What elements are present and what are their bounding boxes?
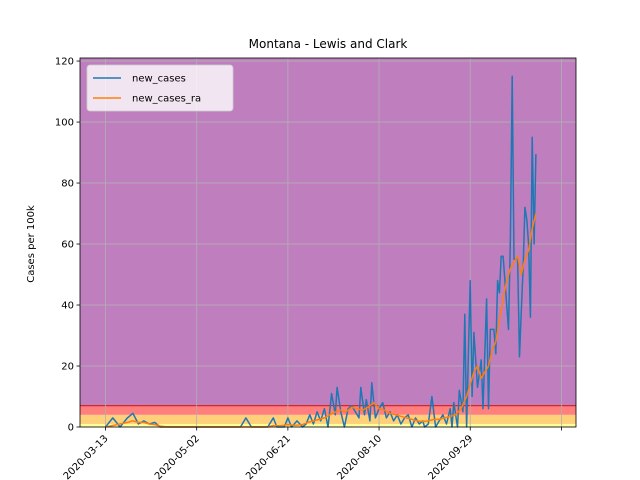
y-tick-label-4: 80 bbox=[61, 179, 74, 190]
y-axis-label: Cases per 100k bbox=[26, 205, 37, 283]
band-2 bbox=[80, 405, 576, 415]
y-tick-label-0: 0 bbox=[68, 423, 74, 434]
y-tick-label-6: 120 bbox=[55, 57, 74, 68]
x-tick-label-4: 2020-09-29 bbox=[426, 433, 475, 480]
risk-bands bbox=[80, 58, 576, 427]
y-tick-label-2: 40 bbox=[61, 301, 74, 312]
plot-frame bbox=[79, 57, 577, 428]
y-tick-label-3: 60 bbox=[61, 240, 74, 251]
y-tick-label-5: 100 bbox=[55, 118, 74, 129]
y-tick-label-1: 20 bbox=[61, 362, 74, 373]
x-tick-label-2: 2020-06-21 bbox=[244, 433, 293, 480]
x-tick-label-3: 2020-08-10 bbox=[335, 433, 384, 480]
legend-label-new_cases: new_cases bbox=[132, 74, 186, 85]
x-tick-label-0: 2020-03-13 bbox=[62, 433, 111, 480]
legend-label-new_cases_ra: new_cases_ra bbox=[132, 94, 201, 105]
band-1 bbox=[80, 414, 576, 424]
legend-box bbox=[86, 64, 234, 112]
chart-title: Montana - Lewis and Clark bbox=[249, 37, 408, 51]
x-tick-label-1: 2020-05-02 bbox=[153, 433, 202, 480]
legend: new_cases new_cases_ra bbox=[86, 64, 234, 112]
